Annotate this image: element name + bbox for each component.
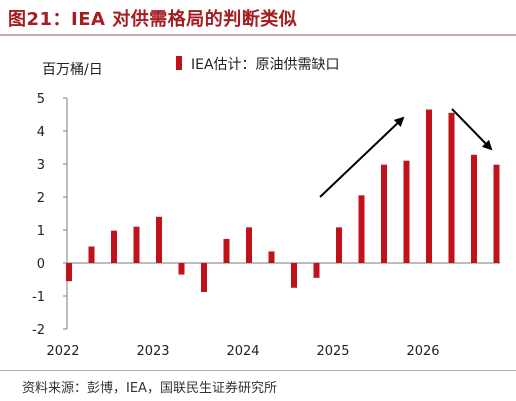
source-divider [0,370,516,371]
bar [201,263,207,293]
y-axis-label: 百万桶/日 [42,62,103,78]
bar [381,164,387,263]
legend-label: IEA估计：原油供需缺口 [191,57,340,73]
bar [246,227,252,263]
bar [223,238,230,263]
bar [178,263,185,275]
y-tick-label: 2 [37,191,45,206]
bar [111,230,117,263]
x-tick-label: 2022 [46,344,79,359]
bar [471,154,477,263]
legend-swatch [176,56,182,70]
bar [268,251,275,263]
bar [493,164,500,263]
y-tick-label: -1 [32,290,45,305]
bar [448,112,455,263]
bar [291,263,297,288]
x-tick-label: 2023 [136,344,169,359]
bar [358,195,365,263]
bar [403,160,410,263]
bar [88,246,95,263]
trend-up-arrow [319,116,405,198]
bar [313,263,320,278]
bar [336,227,342,263]
page-title: 图21：IEA 对供需格局的判断类似 [8,9,298,30]
bar [66,263,72,282]
title-bar [0,0,516,36]
bar [133,226,140,263]
x-tick-label: 2026 [406,344,439,359]
trend-down-arrow [451,108,493,151]
y-tick-label: 3 [37,158,45,173]
x-tick-label: 2024 [226,344,259,359]
y-tick-label: -2 [32,323,45,338]
y-tick-label: 5 [37,92,45,107]
source-note: 资料来源：彭博，IEA，国联民生证券研究所 [22,381,277,396]
x-tick-label: 2025 [316,344,349,359]
bar [426,109,432,263]
y-tick-label: 1 [37,224,45,239]
bar-chart: 百万桶/日 IEA估计：原油供需缺口 -2 -1 0 1 2 3 4 5 2022 2023 20… [32,56,500,359]
y-tick-label: 0 [37,257,45,272]
y-tick-label: 4 [37,125,45,140]
bar [156,216,162,263]
